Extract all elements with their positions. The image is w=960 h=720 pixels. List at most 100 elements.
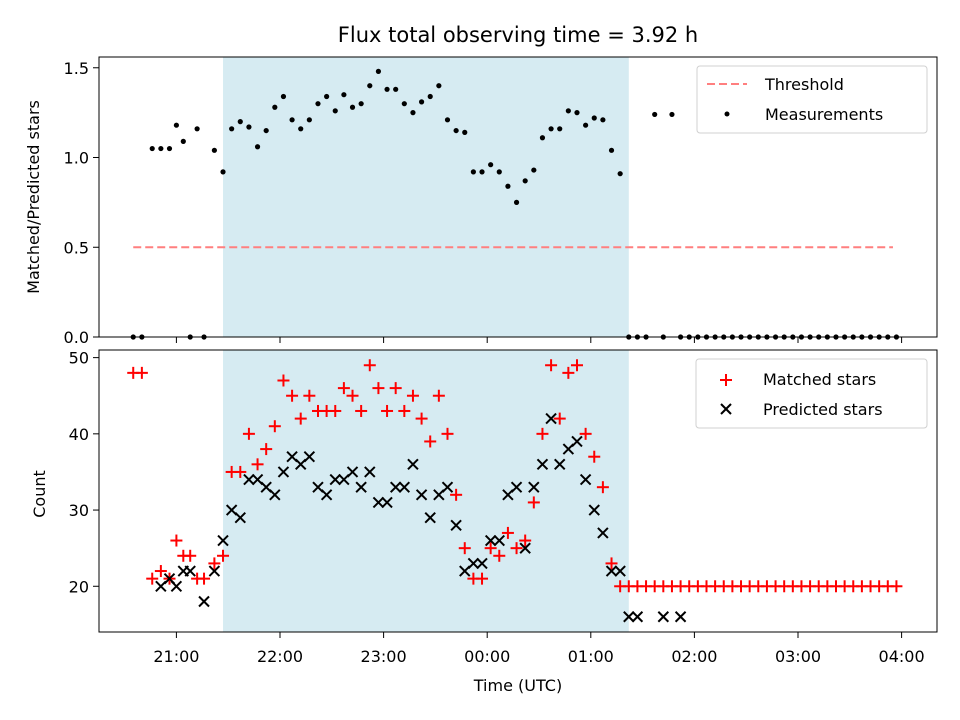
measurements-point: [418, 99, 425, 105]
measurements-point: [375, 68, 382, 74]
matched-stars-point: [154, 565, 167, 578]
predicted-stars-point: [588, 504, 600, 516]
predicted-stars-point: [493, 534, 505, 547]
matched-stars-point: [545, 359, 558, 372]
measurements-point: [280, 93, 287, 100]
ratio-y-axis-label: Matched/Predicted stars: [24, 100, 43, 294]
measurements-point: [315, 101, 321, 107]
measurements-point: [324, 93, 330, 100]
measurements-point: [220, 169, 226, 175]
measurements-point: [306, 117, 312, 123]
xtick-label: 21:00: [153, 647, 199, 666]
matched-stars-point: [553, 412, 566, 425]
predicted-stars-point: [355, 481, 367, 493]
predicted-stars-point: [364, 466, 376, 478]
count-y-axis-label: Count: [30, 470, 49, 518]
predicted-stars-point: [657, 611, 670, 623]
predicted-stars-point: [476, 557, 488, 570]
ratio-axes-frame: [98, 56, 938, 338]
ratio-panel: 0.0 0.5 1.0 1.5 Matched/Predicted stars Thr…: [24, 56, 938, 347]
ratio-ytick-label: 1.0: [64, 149, 89, 168]
measurements-point: [166, 145, 173, 152]
matched-stars-point: [562, 366, 575, 379]
predicted-stars-point: [467, 557, 480, 570]
legend-predicted-label: Predicted stars: [763, 400, 883, 419]
measurements-point: [470, 169, 476, 175]
measurements-point: [505, 183, 511, 189]
matched-stars-point: [208, 557, 221, 570]
measurements-point: [574, 110, 580, 116]
matched-stars-point: [501, 526, 514, 539]
chart-title: Flux total observing time = 3.92 h: [338, 23, 698, 47]
measurements-point: [436, 83, 442, 89]
measurements-point: [608, 147, 615, 153]
measurements-point: [367, 83, 373, 89]
predicted-stars-point: [579, 473, 592, 486]
matched-stars-point: [432, 389, 445, 402]
matched-stars-point: [251, 458, 264, 471]
measurements-point: [548, 126, 554, 132]
ratio-ytick-label: 1.5: [64, 59, 89, 78]
predicted-stars-point: [528, 481, 540, 493]
count-legend: Matched stars Predicted stars: [695, 358, 928, 429]
predicted-stars-point: [614, 565, 626, 577]
predicted-stars-point: [450, 519, 462, 532]
matched-stars-point: [184, 549, 197, 562]
matched-stars-point: [588, 450, 601, 463]
count-ytick-label: 40: [69, 425, 89, 444]
legend-matched-swatch: [720, 374, 732, 386]
xtick-label: 01:00: [568, 647, 614, 666]
measurements-point: [149, 145, 155, 152]
measurements-point: [557, 126, 563, 132]
ratio-ytick-label: 0.0: [64, 328, 89, 347]
measurements-point: [237, 119, 243, 125]
x-axis-label: Time (UTC): [473, 676, 562, 695]
matched-stars-point: [372, 382, 385, 395]
legend-measurements-swatch: [724, 111, 730, 117]
legend-predicted-swatch: [720, 403, 732, 415]
measurements-point: [513, 199, 520, 205]
predicted-stars-point: [510, 481, 523, 493]
matched-stars-point: [579, 427, 592, 440]
measurements-point: [565, 108, 571, 114]
predicted-stars-point: [424, 511, 436, 524]
matched-stars-point: [303, 389, 316, 402]
predicted-stars-point: [184, 565, 196, 577]
xtick-label: 03:00: [775, 647, 821, 666]
count-ytick-label: 20: [69, 577, 89, 596]
measurements-point: [401, 101, 407, 107]
measurements-point: [496, 169, 502, 175]
predicted-stars-point: [243, 473, 255, 486]
matched-stars-point: [337, 382, 350, 395]
matched-stars-point: [363, 359, 376, 372]
matched-stars-point: [570, 359, 583, 372]
predicted-stars-point: [198, 595, 210, 608]
measurements-point: [453, 127, 459, 134]
matched-stars-point: [389, 382, 402, 395]
predicted-stars-point: [208, 565, 221, 577]
matched-stars-point: [458, 542, 471, 555]
measurements-point: [410, 110, 416, 116]
measurements-point: [444, 117, 451, 123]
predicted-stars-point: [441, 481, 454, 493]
measurements-point: [669, 111, 675, 118]
matched-stars-point: [277, 374, 290, 387]
measurements-point: [522, 178, 528, 184]
xtick-label: 02:00: [671, 647, 717, 666]
xtick-label: 04:00: [879, 647, 925, 666]
ratio-legend: Threshold Measurements: [696, 65, 928, 134]
predicted-stars-point: [407, 458, 419, 471]
measurements-point: [393, 86, 399, 92]
measurements-point: [349, 104, 356, 110]
predicted-stars-point: [217, 534, 229, 547]
xtick-label: 23:00: [361, 647, 407, 666]
matched-stars-point: [329, 404, 342, 417]
measurements-point: [427, 93, 433, 100]
measurements-point: [652, 111, 658, 118]
measurements-point: [298, 126, 304, 132]
matched-stars-point: [286, 389, 299, 402]
measurements-point: [332, 108, 338, 114]
predicted-stars-point: [484, 534, 497, 547]
measurements-point: [591, 115, 597, 121]
measurements-point: [263, 127, 269, 134]
